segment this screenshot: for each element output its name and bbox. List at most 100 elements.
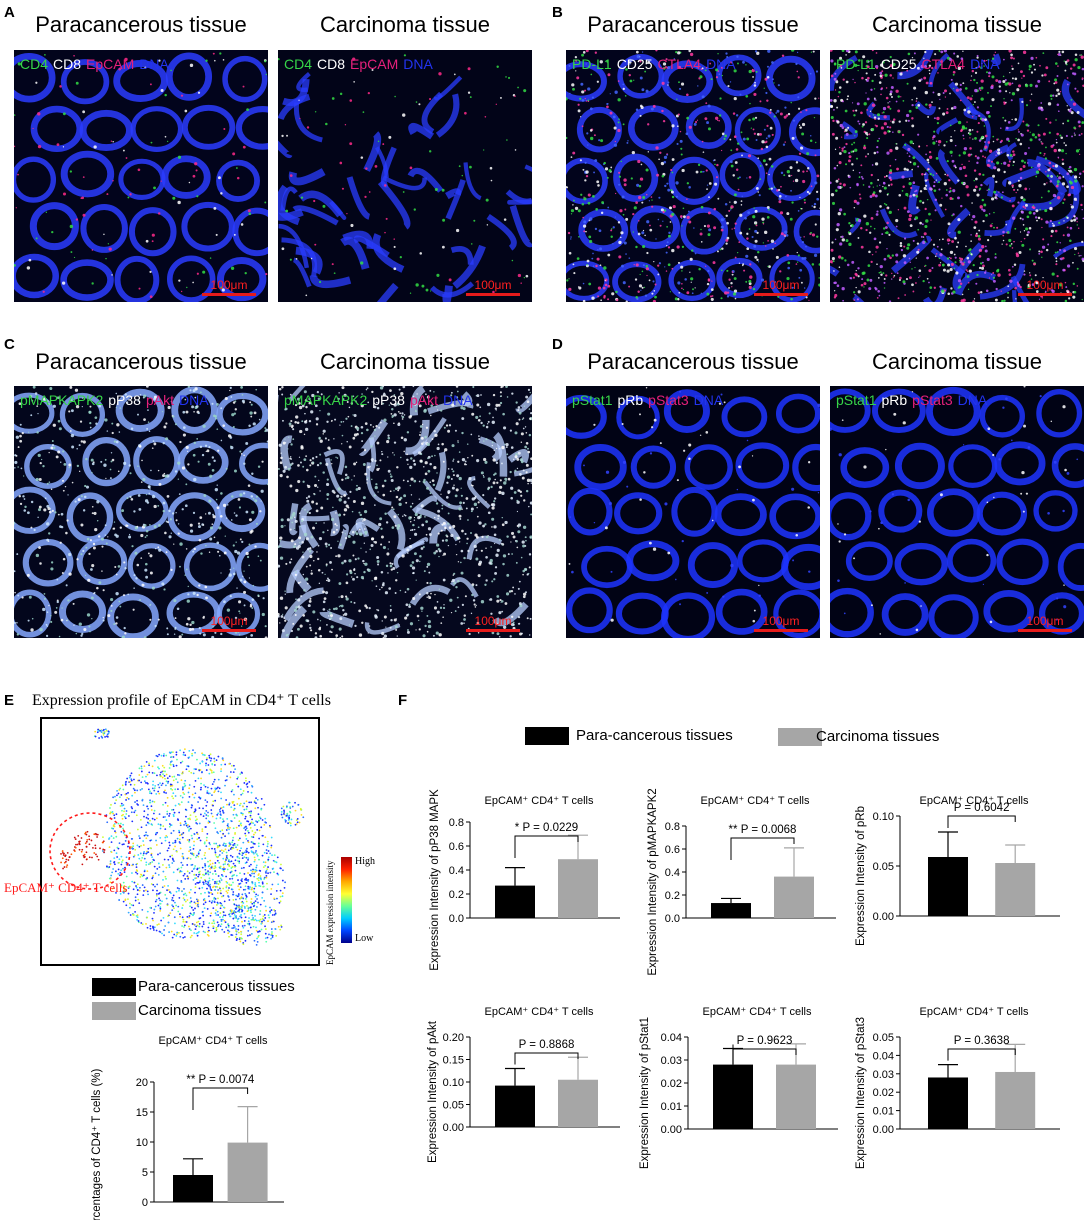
tsne-point [206,801,208,803]
tsne-point [176,759,178,761]
tsne-point [215,912,217,914]
tsne-point [235,930,237,932]
tsne-point [168,847,170,849]
bar [928,857,968,916]
tsne-point [223,931,225,933]
tsne-point [245,816,247,818]
tsne-point [197,876,199,878]
tsne-point [148,771,150,773]
tsne-point [165,819,167,821]
tsne-point [255,850,257,852]
tsne-point [204,907,206,909]
tsne-point [232,918,234,920]
tsne-point [140,874,142,876]
tsne-point [292,806,294,808]
tsne-point [189,928,191,930]
tsne-point [199,798,201,800]
tsne-point [265,861,267,863]
panel-label-b: B [552,4,563,21]
panel-d-right-title: Carcinoma tissue [830,349,1084,375]
y-tick-label: 15 [136,1107,148,1119]
tsne-point [117,823,119,825]
tsne-point [266,888,268,890]
tsne-point [264,821,266,823]
tsne-point [245,854,247,856]
tsne-point [267,937,269,939]
tsne-point [214,848,216,850]
tsne-point [258,877,260,879]
tsne-point [209,793,211,795]
tsne-point [219,912,221,914]
tsne-point [81,849,83,851]
tsne-point [233,925,235,927]
tsne-point [147,808,149,810]
tsne-point [188,828,190,830]
tsne-point [196,759,198,761]
tsne-point [145,831,147,833]
tsne-point [197,906,199,908]
tsne-point [249,888,251,890]
marker-label: DNA [706,56,736,72]
tsne-point [122,824,124,826]
tsne-point [255,802,257,804]
tsne-point [173,765,175,767]
tsne-point [254,859,256,861]
tsne-point [228,865,230,867]
tsne-point [201,858,203,860]
tsne-point [120,831,122,833]
tsne-point [217,902,219,904]
tsne-point [251,933,253,935]
tsne-point [171,909,173,911]
tsne-point [259,931,261,933]
tsne-point [157,784,159,786]
tsne-point [242,927,244,929]
tsne-point [238,906,240,908]
tsne-point [156,844,158,846]
tsne-point [139,767,141,769]
tsne-point [203,931,205,933]
tsne-point [199,888,201,890]
tsne-point [187,876,189,878]
y-tick-label: 0.0 [665,913,680,925]
tsne-point [251,785,253,787]
tsne-point [221,852,223,854]
tsne-point [251,915,253,917]
tsne-point [147,774,149,776]
p-value-label: ** P = 0.0068 [729,824,797,836]
tsne-point [169,826,171,828]
tsne-point [154,787,156,789]
tsne-point [235,870,237,872]
tsne-point [231,860,233,862]
tsne-point [260,877,262,879]
tsne-point [273,898,275,900]
tsne-point [122,784,124,786]
tsne-point [177,880,179,882]
tsne-point [240,933,242,935]
tsne-point [204,843,206,845]
tsne-point [248,781,250,783]
tsne-point [284,881,286,883]
tsne-point [191,804,193,806]
tsne-plot [40,717,320,966]
tsne-point [237,879,239,881]
tsne-point [253,834,255,836]
tsne-point [174,846,176,848]
tsne-point [113,857,115,859]
tsne-point [199,849,201,851]
tsne-point [225,887,227,889]
tsne-point [245,898,247,900]
tsne-point [196,933,198,935]
tsne-point [248,892,250,894]
tsne-point [178,890,180,892]
tsne-point [184,748,186,750]
marker-label: pStat1 [572,392,612,408]
tsne-point [133,888,135,890]
tsne-point [138,835,140,837]
tsne-point [205,883,207,885]
tsne-point [228,926,230,928]
tsne-point [173,830,175,832]
tsne-point [187,899,189,901]
tsne-point [254,884,256,886]
tsne-point [220,768,222,770]
